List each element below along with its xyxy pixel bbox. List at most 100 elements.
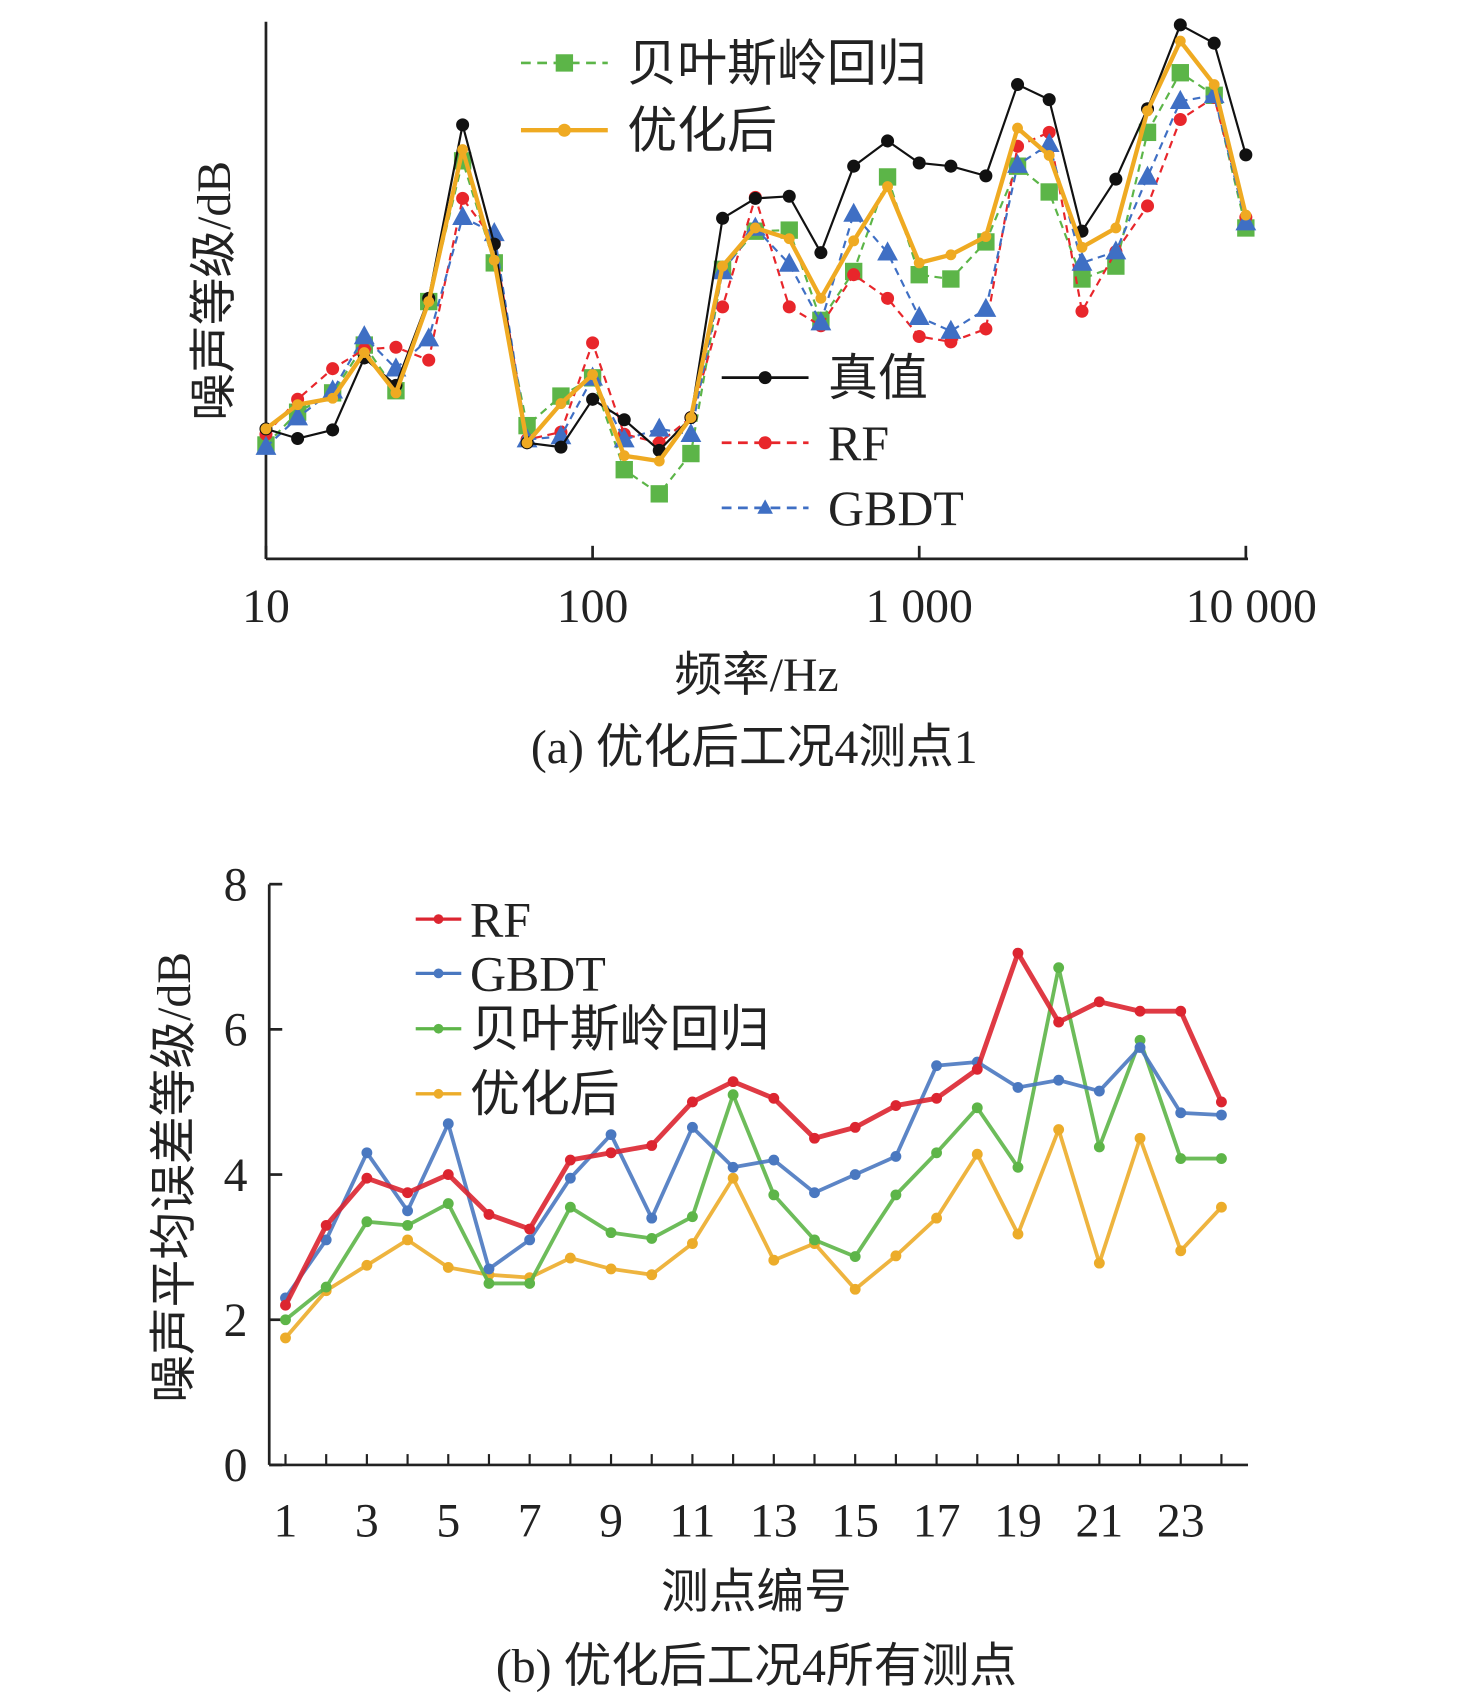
data-point	[280, 1332, 291, 1344]
legend-marker	[758, 371, 772, 385]
data-point	[971, 1102, 983, 1114]
data-point	[1171, 64, 1189, 82]
data-point	[979, 322, 993, 336]
legend-marker	[433, 914, 444, 924]
data-point	[292, 399, 304, 411]
legend-label: 优化后	[627, 104, 777, 159]
data-point	[849, 1169, 861, 1180]
data-point	[931, 1212, 943, 1224]
data-point	[727, 1076, 739, 1088]
data-point	[940, 319, 962, 339]
x-tick-label-b: 9	[599, 1495, 623, 1548]
data-point	[483, 1209, 495, 1220]
data-point	[353, 325, 375, 345]
data-point	[1107, 257, 1125, 275]
data-point	[881, 291, 895, 305]
legend-marker	[557, 123, 571, 137]
data-point	[1175, 1107, 1187, 1119]
data-point	[1216, 1153, 1227, 1165]
x-tick-label-a: 10	[242, 580, 290, 633]
x-axis-label-b: 测点编号	[661, 1566, 852, 1619]
data-point	[944, 159, 958, 173]
data-point	[260, 423, 272, 435]
data-point	[402, 1187, 414, 1199]
data-point	[849, 1121, 861, 1133]
data-point	[908, 305, 930, 325]
data-point	[809, 1132, 820, 1144]
data-point	[727, 1172, 739, 1184]
series-line-3	[284, 1127, 1223, 1340]
data-point	[456, 191, 470, 205]
data-point	[768, 1092, 780, 1104]
legend-label: 优化后	[470, 1067, 620, 1122]
data-point	[1053, 1016, 1065, 1028]
data-point	[913, 257, 925, 269]
data-point	[849, 1251, 861, 1263]
data-point	[849, 1283, 861, 1295]
x-tick-label-b: 15	[831, 1495, 879, 1548]
legend-label: RF	[828, 416, 889, 471]
data-point	[686, 1238, 698, 1249]
data-point	[483, 1263, 495, 1275]
data-point	[783, 233, 795, 245]
legend-label: GBDT	[470, 947, 606, 1002]
data-point	[361, 1259, 373, 1271]
data-point	[402, 1205, 414, 1217]
data-point	[488, 254, 500, 266]
data-point	[390, 387, 402, 399]
legend-marker	[758, 436, 772, 450]
data-point	[361, 1172, 373, 1184]
legend-marker	[757, 499, 773, 514]
data-point	[1208, 79, 1220, 90]
series-line-1	[283, 1045, 1222, 1300]
y-tick-label-b: 0	[224, 1439, 248, 1492]
data-point	[890, 1189, 902, 1201]
data-point	[320, 1234, 332, 1246]
legend-marker	[555, 54, 574, 72]
data-point	[1012, 1161, 1024, 1173]
y-axis-label-b: 噪声平均误差等级/dB	[148, 952, 201, 1403]
data-point	[287, 406, 309, 426]
data-point	[402, 1219, 414, 1231]
data-point	[1175, 1153, 1187, 1165]
data-point	[1142, 105, 1153, 117]
data-point	[1093, 1085, 1105, 1097]
x-axis-label-a: 频率/Hz	[674, 649, 838, 702]
caption-a: (a) 优化后工况4测点1	[531, 721, 978, 774]
data-point	[1216, 1109, 1227, 1121]
data-point	[586, 336, 600, 350]
data-point	[1012, 947, 1024, 959]
data-point	[1216, 1201, 1227, 1213]
data-point	[1240, 209, 1252, 221]
data-point	[971, 1063, 983, 1075]
data-point	[1134, 1132, 1146, 1144]
data-point	[524, 1234, 536, 1246]
data-point	[564, 1201, 576, 1213]
data-point	[1105, 240, 1127, 260]
data-point	[1207, 36, 1221, 50]
legend-label: 贝叶斯岭回归	[627, 36, 926, 91]
data-point	[878, 168, 897, 186]
data-point	[1042, 125, 1056, 139]
data-point	[877, 241, 898, 261]
data-point	[456, 118, 470, 132]
data-point	[554, 440, 568, 454]
data-point	[810, 311, 832, 331]
data-point	[423, 296, 435, 307]
data-point	[1042, 93, 1056, 107]
legend-label: GBDT	[828, 481, 964, 536]
data-point	[1141, 199, 1155, 213]
data-point	[1012, 122, 1023, 134]
x-tick-label-b: 3	[355, 1495, 379, 1548]
legend-label: RF	[470, 892, 531, 947]
data-point	[975, 297, 997, 317]
data-point	[1075, 304, 1089, 318]
data-point	[280, 1299, 291, 1311]
data-point	[890, 1100, 902, 1112]
data-point	[564, 1252, 576, 1264]
data-point	[1093, 996, 1105, 1008]
data-point	[1169, 89, 1191, 110]
data-point	[780, 221, 798, 239]
data-point	[748, 191, 762, 205]
